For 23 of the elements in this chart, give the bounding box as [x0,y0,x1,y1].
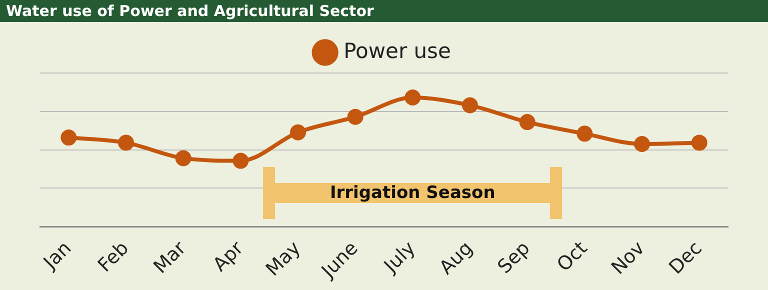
point [519,114,536,130]
point [232,152,249,169]
point [118,134,134,151]
x-tick-label: Sep [493,237,534,278]
point [691,134,708,151]
x-tick-label: Feb [94,237,134,276]
point [576,126,593,142]
chart-title: Water use of Power and Agricultural Sector [0,0,768,22]
x-tick-label: Mar [149,237,190,278]
annotation: Irrigation Season [330,182,496,203]
legend-label: Power use [344,38,451,63]
point [175,150,192,166]
point [404,90,421,106]
x-tick-label: Oct [552,237,592,276]
x-tick-label: Jan [38,237,76,274]
x-tick-label: Nov [607,237,650,279]
point [347,108,364,125]
point [60,130,77,146]
x-tick-label: Dec [664,237,706,279]
point [290,124,306,140]
x-tick-label: Apr [208,237,248,276]
point [634,136,650,152]
point [462,97,478,114]
